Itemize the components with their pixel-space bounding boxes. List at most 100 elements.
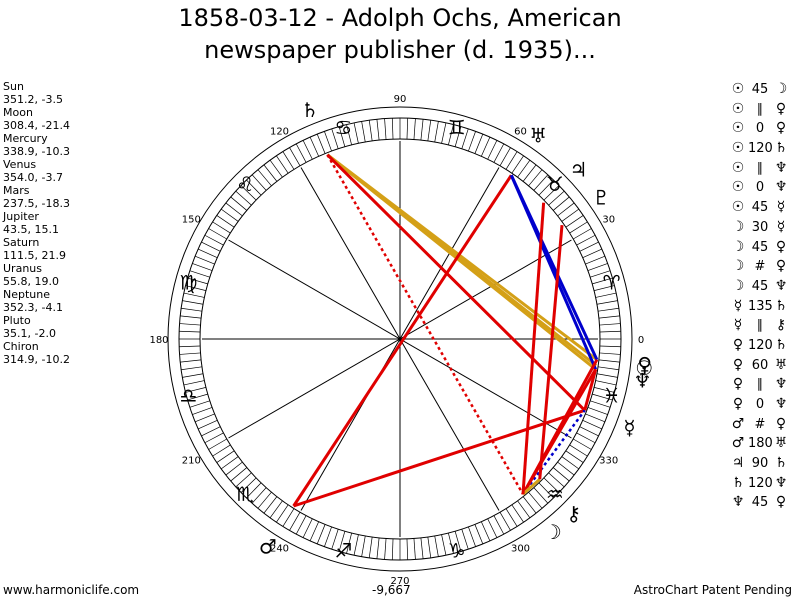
degree-tick [598, 359, 620, 363]
zodiac-sign: ♊ [448, 115, 466, 139]
degree-tick [599, 323, 621, 326]
aspect-planet-1: ☽ [731, 277, 745, 294]
aspect-planet-2: ♀ [775, 258, 787, 275]
degree-tick [511, 155, 524, 174]
planet-position-list: Sun 351.2, -3.5 Moon 308.4, -21.4 Mercury 338… [3, 80, 70, 366]
degree-tick [235, 472, 252, 488]
degree-tick [448, 124, 454, 146]
degree-label: 120 [270, 126, 289, 137]
degree-label: 330 [599, 456, 618, 467]
aspect-planet-2: ♅ [774, 435, 788, 452]
planet-glyph: ♃ [569, 158, 587, 182]
aspect-row: ☽ 45 ♀ [728, 238, 790, 258]
aspect-line [326, 153, 586, 412]
degree-tick [185, 387, 207, 393]
degree-tick [230, 467, 248, 482]
planet-coords: 308.4, -21.4 [3, 119, 70, 132]
aspect-planet-2: ♀ [775, 120, 787, 137]
degree-tick [522, 496, 537, 514]
planet-name: Uranus [3, 262, 42, 275]
degree-tick [295, 143, 307, 163]
degree-tick [427, 537, 432, 558]
degree-tick [582, 420, 603, 430]
degree-tick [587, 263, 608, 271]
degree-tick [517, 500, 531, 518]
degree-tick [194, 413, 215, 423]
aspect-planet-1: ☿ [733, 297, 743, 314]
degree-tick [263, 164, 278, 182]
degree-tick [180, 315, 202, 319]
degree-tick [552, 467, 570, 482]
planet-name: Mars [3, 184, 30, 197]
degree-tick [221, 456, 239, 470]
planet-coords: 351.2, -3.5 [3, 93, 63, 106]
degree-tick [391, 538, 394, 560]
planet-name: Mercury [3, 132, 48, 145]
degree-tick [391, 118, 394, 140]
aspect-planet-2: ♆ [774, 396, 788, 412]
degree-tick [413, 538, 416, 560]
degree-tick [376, 119, 380, 141]
degree-tick [338, 126, 346, 147]
degree-tick [406, 118, 409, 140]
planet-coords: 314.9, -10.2 [3, 353, 70, 366]
degree-tick [565, 215, 584, 228]
degree-tick [182, 373, 204, 378]
aspect-line [521, 202, 546, 495]
aspect-type: ∥ [756, 160, 764, 176]
aspect-planet-1: ☿ [733, 317, 743, 334]
degree-tick [309, 521, 319, 542]
degree-tick [269, 500, 283, 518]
aspect-line [293, 408, 586, 508]
aspect-line [292, 174, 513, 507]
planet-glyph: ♇ [592, 186, 610, 210]
aspect-row: ♀ 0 ♆ [728, 395, 790, 415]
degree-tick [361, 535, 366, 557]
aspect-planet-2: ♄ [774, 297, 788, 314]
degree-tick [548, 472, 565, 488]
degree-tick [582, 248, 603, 258]
aspect-planet-2: ♆ [774, 277, 788, 294]
degree-tick [511, 504, 524, 523]
aspect-row: ♀ 120 ♄ [728, 336, 790, 356]
degree-tick [208, 438, 227, 450]
degree-tick [189, 270, 210, 278]
degree-tick [204, 432, 224, 444]
aspect-type: # [754, 416, 766, 432]
footer-patent: AstroChart Patent Pending [633, 583, 792, 597]
planet-glyph: ♂ [259, 534, 277, 558]
degree-tick [593, 387, 615, 393]
aspect-row: ☿ ∥ ⚷ [728, 316, 790, 336]
aspect-type: 30 [751, 219, 769, 235]
degree-tick [593, 285, 615, 291]
aspect-planet-1: ☉ [731, 199, 745, 216]
aspect-type: 0 [755, 397, 765, 412]
degree-tick [569, 221, 588, 234]
degree-tick [295, 515, 307, 535]
degree-tick [557, 461, 575, 476]
aspect-line [521, 409, 586, 495]
zodiac-sign: ♎ [179, 384, 197, 408]
degree-tick [406, 538, 409, 560]
degree-tick [590, 400, 611, 408]
degree-tick [573, 228, 592, 240]
degree-tick [181, 307, 202, 312]
degree-tick [598, 315, 620, 319]
aspect-line [521, 358, 599, 495]
degree-tick [592, 393, 613, 401]
degree-tick [269, 160, 283, 178]
aspect-planet-2: ♄ [774, 455, 788, 472]
degree-tick [179, 345, 201, 348]
degree-tick [181, 366, 202, 371]
chart-title: 1858-03-12 - Adolph Ochs, American newsp… [100, 2, 700, 66]
degree-tick [282, 151, 295, 170]
degree-tick [353, 534, 359, 556]
degree-tick [565, 450, 584, 463]
degree-tick [324, 131, 332, 152]
aspect-line [583, 368, 598, 411]
degree-tick [282, 508, 295, 527]
degree-tick [368, 537, 373, 558]
aspect-type: 0 [755, 121, 765, 137]
aspect-type: 120 [748, 337, 773, 353]
